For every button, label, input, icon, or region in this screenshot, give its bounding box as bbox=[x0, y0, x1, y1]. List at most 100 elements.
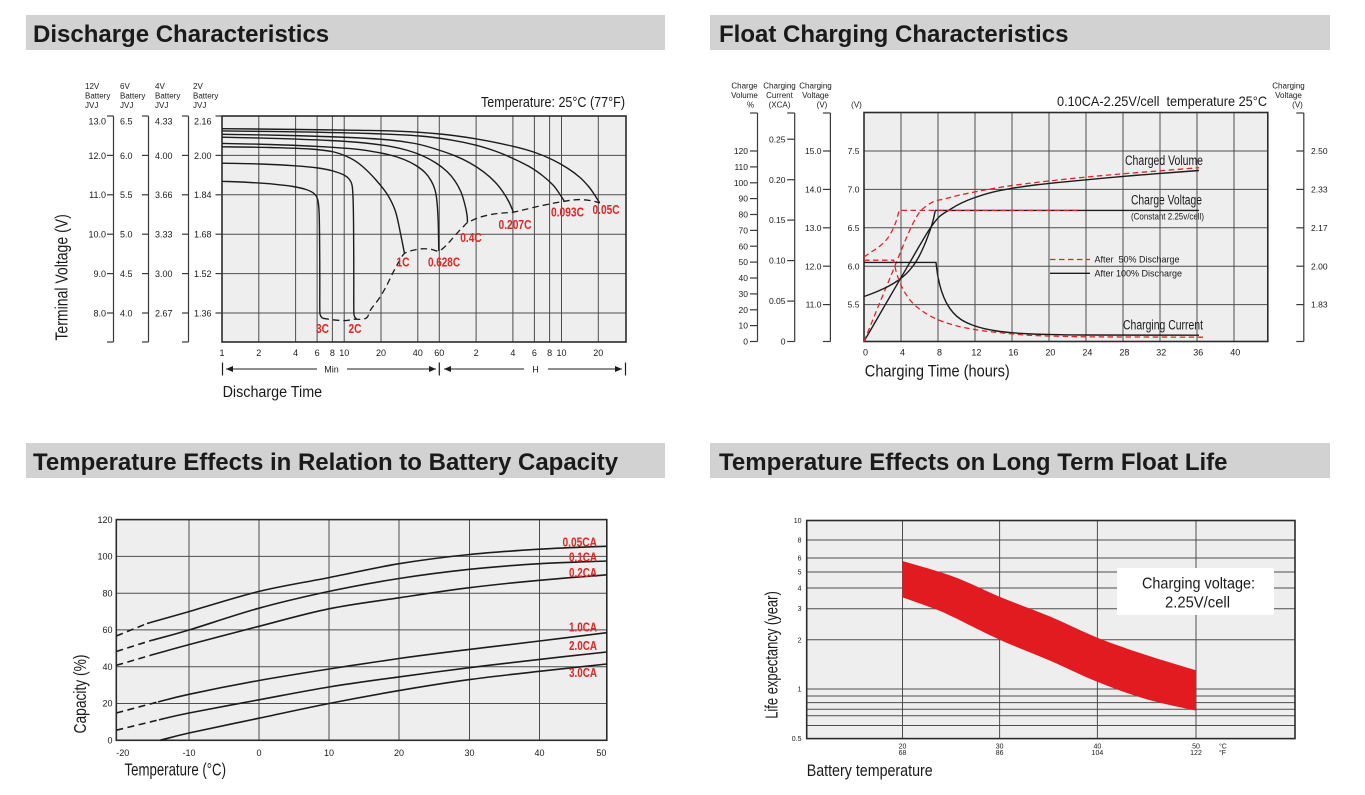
svg-text:10: 10 bbox=[556, 348, 566, 358]
svg-text:7.5: 7.5 bbox=[848, 146, 860, 156]
svg-text:0.2CA: 0.2CA bbox=[569, 566, 597, 580]
svg-text:-10: -10 bbox=[182, 748, 195, 758]
svg-text:Battery: Battery bbox=[85, 92, 110, 101]
svg-text:2.50: 2.50 bbox=[1311, 146, 1328, 156]
svg-text:(V): (V) bbox=[817, 101, 828, 110]
svg-text:3C: 3C bbox=[316, 322, 329, 336]
svg-text:6V: 6V bbox=[120, 82, 130, 91]
svg-text:60: 60 bbox=[102, 625, 112, 635]
svg-text:Temperature (°C): Temperature (°C) bbox=[125, 760, 227, 780]
svg-text:0: 0 bbox=[781, 337, 786, 347]
svg-text:0.10: 0.10 bbox=[769, 256, 786, 266]
svg-text:Discharge Time: Discharge Time bbox=[223, 384, 323, 401]
svg-text:40: 40 bbox=[413, 348, 423, 358]
svg-text:Battery: Battery bbox=[120, 92, 145, 101]
svg-text:120: 120 bbox=[97, 515, 112, 525]
svg-text:0.628C: 0.628C bbox=[428, 256, 460, 270]
svg-text:2: 2 bbox=[256, 348, 261, 358]
svg-text:Charging Time (hours): Charging Time (hours) bbox=[865, 362, 1010, 381]
svg-text:10: 10 bbox=[339, 348, 349, 358]
svg-text:Charging voltage:: Charging voltage: bbox=[1142, 576, 1255, 593]
svg-text:5.5: 5.5 bbox=[848, 300, 860, 310]
svg-text:40: 40 bbox=[534, 748, 544, 758]
svg-text:JVJ: JVJ bbox=[193, 101, 206, 110]
svg-text:2.16: 2.16 bbox=[194, 116, 212, 126]
svg-text:30: 30 bbox=[996, 744, 1004, 751]
svg-text:0.20: 0.20 bbox=[769, 175, 786, 185]
svg-text:Capacity (%): Capacity (%) bbox=[70, 655, 90, 734]
svg-text:2.17: 2.17 bbox=[1311, 223, 1328, 233]
svg-text:0.1CA: 0.1CA bbox=[569, 551, 597, 565]
svg-text:0: 0 bbox=[107, 736, 112, 746]
svg-text:12: 12 bbox=[971, 348, 981, 358]
svg-text:6: 6 bbox=[798, 556, 802, 563]
svg-text:3.66: 3.66 bbox=[155, 190, 173, 200]
svg-text:Battery temperature: Battery temperature bbox=[807, 762, 933, 780]
svg-text:6: 6 bbox=[532, 348, 537, 358]
svg-text:5.5: 5.5 bbox=[120, 190, 133, 200]
svg-text:Charge Voltage: Charge Voltage bbox=[1131, 192, 1202, 207]
svg-text:40: 40 bbox=[1230, 348, 1240, 358]
svg-text:0.10CA-2.25V/cell temperature: 0.10CA-2.25V/cell temperature 25°C bbox=[1057, 93, 1267, 109]
svg-text:110: 110 bbox=[734, 162, 748, 172]
svg-text:60: 60 bbox=[434, 348, 444, 358]
svg-text:8: 8 bbox=[547, 348, 552, 358]
svg-text:(XCA): (XCA) bbox=[769, 101, 791, 110]
svg-text:JVJ: JVJ bbox=[155, 101, 168, 110]
svg-text:1: 1 bbox=[798, 687, 802, 694]
svg-text:36: 36 bbox=[1193, 348, 1203, 358]
svg-text:7.0: 7.0 bbox=[848, 185, 860, 195]
svg-text:104: 104 bbox=[1092, 750, 1104, 757]
svg-text:2.00: 2.00 bbox=[194, 151, 212, 161]
svg-text:0: 0 bbox=[743, 337, 748, 347]
svg-text:6.5: 6.5 bbox=[848, 223, 860, 233]
svg-text:80: 80 bbox=[739, 210, 749, 220]
svg-text:12V: 12V bbox=[85, 82, 100, 91]
svg-text:8.0: 8.0 bbox=[93, 308, 106, 318]
svg-text:0.05C: 0.05C bbox=[593, 203, 620, 217]
svg-text:2.33: 2.33 bbox=[1311, 185, 1328, 195]
svg-text:20: 20 bbox=[102, 699, 112, 709]
svg-text:30: 30 bbox=[739, 289, 749, 299]
svg-text:(V): (V) bbox=[851, 101, 862, 110]
svg-text:28: 28 bbox=[1119, 348, 1129, 358]
svg-text:Temperature Effects in Relatio: Temperature Effects in Relation to Batte… bbox=[33, 449, 619, 476]
svg-text:11.0: 11.0 bbox=[89, 190, 106, 200]
svg-text:122: 122 bbox=[1190, 750, 1202, 757]
svg-text:10: 10 bbox=[324, 748, 334, 758]
svg-text:4: 4 bbox=[293, 348, 298, 358]
svg-text:Voltage: Voltage bbox=[1275, 91, 1302, 100]
svg-text:4.00: 4.00 bbox=[155, 151, 173, 161]
svg-text:0: 0 bbox=[256, 748, 261, 758]
svg-text:3.0CA: 3.0CA bbox=[569, 666, 597, 680]
svg-text:10: 10 bbox=[739, 321, 749, 331]
svg-text:(V): (V) bbox=[1292, 101, 1303, 110]
svg-text:Charged Volume: Charged Volume bbox=[1125, 153, 1203, 168]
svg-text:3.33: 3.33 bbox=[155, 230, 173, 240]
svg-text:2: 2 bbox=[798, 637, 802, 644]
svg-text:5: 5 bbox=[798, 570, 802, 577]
svg-text:6.0: 6.0 bbox=[848, 261, 860, 271]
svg-text:Temperature: 25°C (77°F): Temperature: 25°C (77°F) bbox=[481, 95, 625, 111]
svg-text:4: 4 bbox=[798, 586, 802, 593]
svg-text:4.0: 4.0 bbox=[120, 308, 133, 318]
svg-text:80: 80 bbox=[102, 588, 112, 598]
svg-text:Battery: Battery bbox=[155, 92, 180, 101]
svg-text:Charging: Charging bbox=[1272, 82, 1304, 91]
svg-text:4: 4 bbox=[510, 348, 515, 358]
svg-text:0.25: 0.25 bbox=[769, 134, 786, 144]
svg-text:1.52: 1.52 bbox=[194, 269, 212, 279]
svg-text:0.05: 0.05 bbox=[769, 296, 786, 306]
svg-text:8: 8 bbox=[937, 348, 942, 358]
svg-text:Temperature Effects on Long Te: Temperature Effects on Long Term Float L… bbox=[719, 449, 1228, 476]
svg-text:13.0: 13.0 bbox=[805, 223, 822, 233]
svg-text:0.15: 0.15 bbox=[769, 215, 786, 225]
svg-text:12.0: 12.0 bbox=[88, 151, 106, 161]
svg-text:4.33: 4.33 bbox=[155, 116, 173, 126]
svg-text:86: 86 bbox=[996, 750, 1004, 757]
svg-text:16: 16 bbox=[1008, 348, 1018, 358]
svg-text:4.5: 4.5 bbox=[120, 269, 133, 279]
svg-text:°F: °F bbox=[1219, 749, 1226, 757]
svg-text:Charge: Charge bbox=[731, 82, 758, 91]
svg-text:11.0: 11.0 bbox=[806, 300, 822, 310]
